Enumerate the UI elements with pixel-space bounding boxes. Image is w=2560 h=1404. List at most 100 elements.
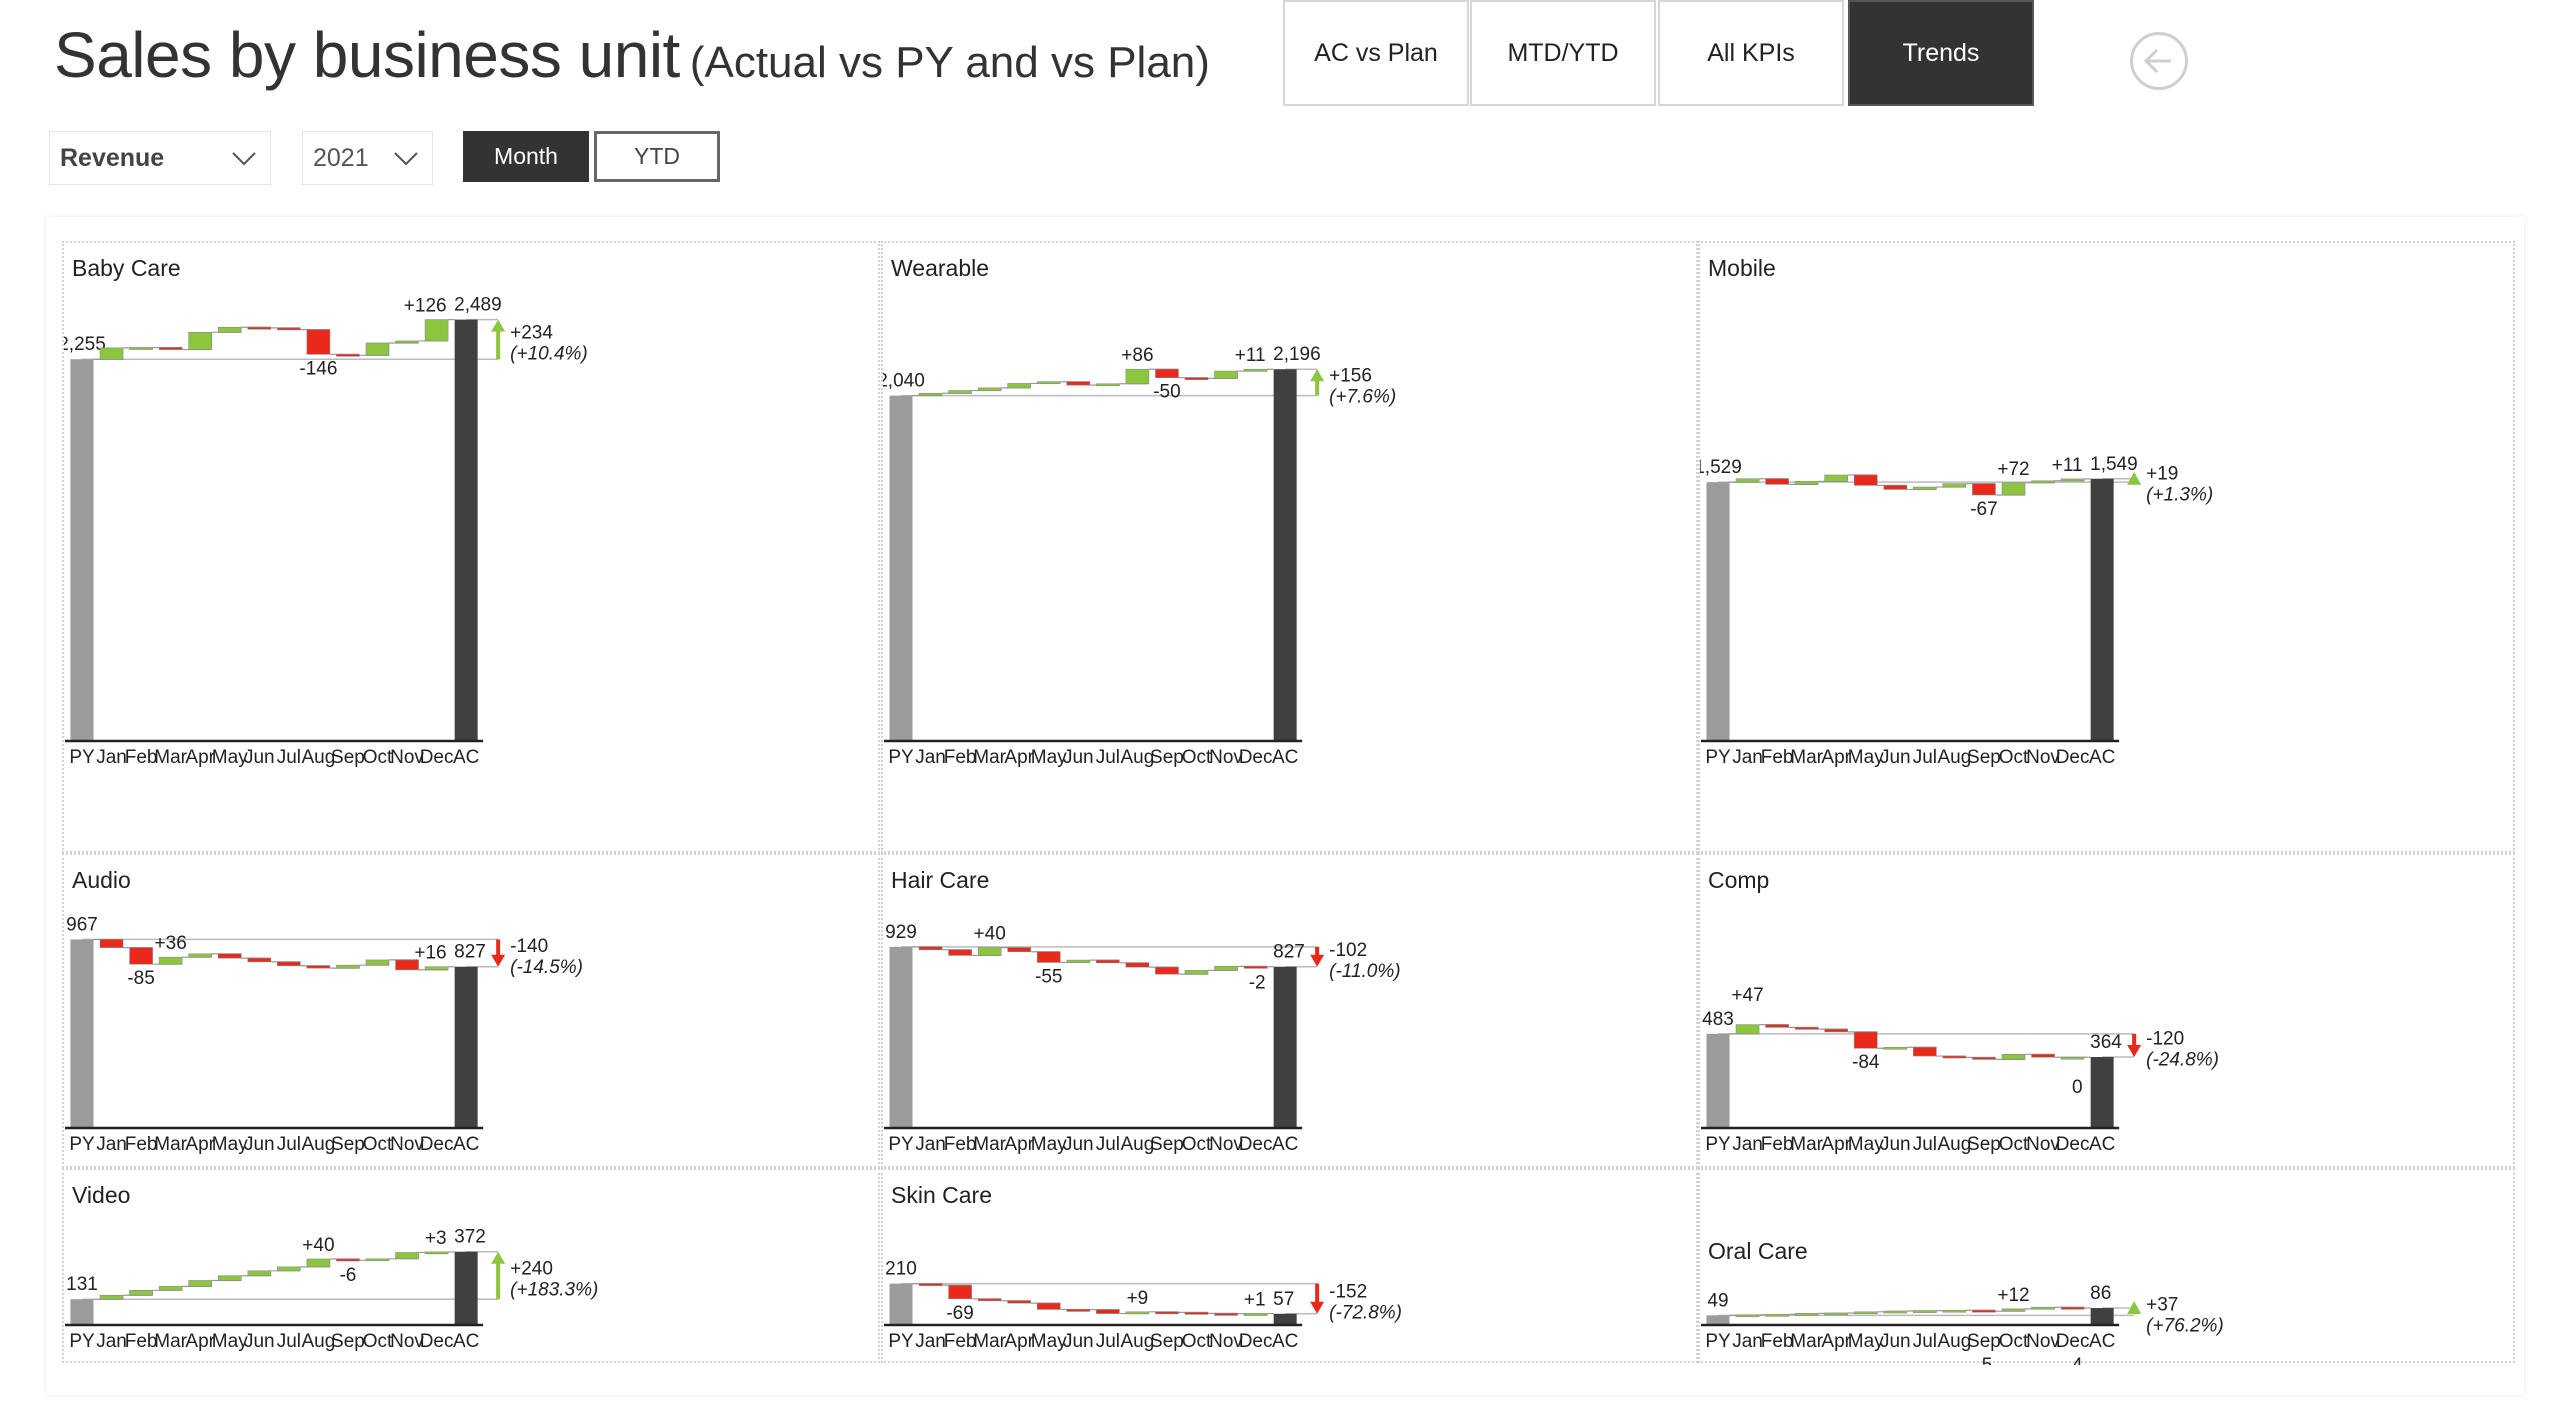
x-tick-label: Jan [1732,1134,1763,1155]
x-tick-label: Feb [944,1331,977,1352]
delta-bar-apr [1007,1300,1031,1304]
x-tick-label: AC [453,747,479,768]
delta-bar-oct [365,342,390,356]
x-tick-label: Feb [944,747,977,768]
chart-tile-skin-care: Skin Care 210 -69 +9 +1 57 PY Jan Feb Mar Apr May Ju… [881,1168,1698,1363]
delta-bar-aug [306,329,331,355]
delta-bar-mar [158,347,183,350]
month-toggle-button[interactable]: Month [463,131,589,182]
py-value-label: 483 [1702,1009,1734,1030]
delta-bar-aug [1942,1055,1967,1059]
delta-bar-sep [1972,1057,1996,1060]
variance-percent-label: (+10.4%) [510,343,588,364]
delta-bar-jul [277,1266,301,1272]
arrow-up-icon [491,319,506,332]
x-tick-label: Feb [125,747,158,768]
delta-bar-feb [1765,478,1789,485]
page-title: Sales by business unit (Actual vs PY and … [54,18,1210,92]
delta-bar-jun [247,1270,272,1277]
variance-percent-label: (-11.0%) [1329,961,1400,982]
nav-trends-button[interactable]: Trends [1848,0,2034,106]
delta-bar-jan [99,347,124,360]
x-tick-label: Aug [1937,1134,1971,1155]
x-tick-label: PY [888,1331,914,1352]
delta-value-label: -146 [299,358,337,379]
delta-value-label: +47 [1731,985,1763,1006]
variance-value-label: +37 [2146,1295,2178,1316]
x-tick-label: Feb [1761,747,1794,768]
delta-bar-aug [306,1258,331,1268]
delta-bar-dec [424,1251,449,1255]
chart-tile-audio: Audio 967 -85 +36 +16 827 PY Jan Feb Mar Apr May Jun… [62,853,880,1168]
x-tick-label: May [1848,1331,1884,1352]
py-bar [889,395,913,741]
x-tick-label: Jun [1880,747,1911,768]
delta-bar-jul [277,327,301,331]
py-value-label: 131 [66,1274,98,1295]
delta-bar-may [1036,381,1061,385]
delta-bar-dec [1243,966,1268,969]
x-tick-label: Jan [1732,747,1763,768]
delta-bar-may [1853,1311,1878,1315]
nav-ac-vs-plan-button[interactable]: AC vs Plan [1283,0,1469,106]
delta-value-label: +11 [1235,345,1266,366]
delta-bar-jul [1913,1046,1937,1057]
delta-bar-sep [1155,368,1179,378]
x-tick-label: Jun [244,1331,275,1352]
x-tick-label: Sep [1150,1134,1184,1155]
x-tick-label: Sep [1150,1331,1184,1352]
x-tick-label: Nov [390,747,424,768]
ac-bar [1273,966,1297,1128]
py-bar [70,939,94,1128]
x-tick-label: Feb [944,1134,977,1155]
x-tick-label: Nov [390,1331,424,1352]
x-tick-label: Oct [1182,1134,1212,1155]
variance-value-label: -120 [2146,1028,2184,1049]
delta-bar-nov [395,1252,419,1260]
x-tick-label: Aug [1937,747,1971,768]
x-tick-label: AC [453,1134,479,1155]
back-button[interactable] [2130,32,2188,90]
x-tick-label: Nov [2026,1134,2060,1155]
delta-bar-apr [1824,474,1848,482]
x-tick-label: Jul [1913,1331,1937,1352]
year-dropdown[interactable]: 2021 [302,131,433,185]
ac-bar [454,966,478,1128]
x-tick-label: Feb [125,1331,158,1352]
variance-value-label: -140 [510,936,548,957]
delta-bar-jul [1913,486,1937,490]
nav-mtd-ytd-button[interactable]: MTD/YTD [1470,0,1656,106]
delta-bar-nov [2031,1053,2055,1058]
ac-bar [454,1251,478,1325]
delta-value-label: -67 [1970,499,1997,520]
x-tick-label: May [212,1134,248,1155]
measure-dropdown[interactable]: Revenue [49,131,271,185]
py-value-label: 967 [66,914,98,935]
delta-bar-feb [129,947,153,965]
chart-title: Skin Care [891,1182,992,1208]
delta-bar-aug [306,965,331,969]
delta-bar-jan [1735,1024,1760,1035]
delta-bar-apr [1824,1028,1848,1033]
delta-value-label: +9 [1127,1288,1149,1309]
x-tick-label: Jan [96,1331,127,1352]
x-tick-label: Dec [420,1134,454,1155]
x-tick-label: Jan [915,1331,946,1352]
ytd-toggle-button[interactable]: YTD [594,131,720,182]
x-tick-label: Oct [1182,1331,1212,1352]
ac-bar [2090,1057,2114,1128]
delta-bar-nov [1214,966,1238,971]
x-tick-label: Apr [1004,747,1034,768]
ac-value-label: 2,489 [454,295,502,316]
x-tick-label: AC [2089,1134,2115,1155]
page-title-main: Sales by business unit [54,19,680,91]
variance-value-label: +234 [510,322,553,343]
x-tick-label: Aug [301,747,335,768]
delta-bar-sep [1155,1311,1179,1315]
delta-bar-dec [2060,478,2085,482]
delta-bar-mar [158,956,183,965]
nav-all-kpis-button[interactable]: All KPIs [1658,0,1844,106]
py-bar [1706,1315,1730,1325]
